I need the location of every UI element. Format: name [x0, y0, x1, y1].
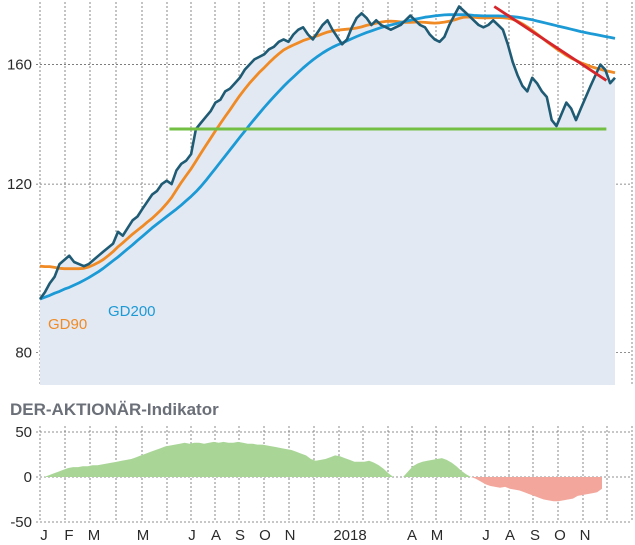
x-axis-label: J — [40, 527, 48, 544]
x-axis-label: O — [554, 527, 566, 544]
indicator-y-tick-label: 50 — [15, 424, 32, 441]
gd90-label: GD90 — [48, 316, 87, 333]
x-axis-label: 2018 — [333, 527, 366, 544]
price-line — [38, 5, 616, 300]
indicator-title: DER-AKTIONÄR-Indikator — [10, 400, 219, 419]
resistance-trendline — [493, 5, 608, 82]
main-y-tick-label: 160 — [7, 57, 32, 74]
x-axis-label: S — [530, 527, 540, 544]
x-axis-label: A — [407, 527, 417, 544]
x-axis-label: O — [259, 527, 271, 544]
gd200-line — [39, 13, 616, 301]
indicator-positive-area — [44, 441, 602, 477]
x-axis-label: N — [580, 527, 591, 544]
indicator-y-tick-label: -50 — [10, 514, 32, 531]
main-chart-annotations — [169, 5, 608, 131]
main-y-tick-label: 120 — [7, 176, 32, 193]
x-axis-label: J — [482, 527, 490, 544]
x-axis-labels: J F M M J A S O N 2018 A M J A S O N — [40, 527, 590, 544]
x-axis-label: J — [188, 527, 196, 544]
x-axis-label: F — [64, 527, 73, 544]
x-axis-label: S — [235, 527, 245, 544]
x-axis-label: A — [211, 527, 221, 544]
main-y-tick-label: 80 — [15, 345, 32, 362]
x-axis-label: N — [285, 527, 296, 544]
indicator-y-tick-labels: 50 0 -50 — [10, 424, 32, 531]
main-chart-y-tick-labels: 80 120 160 — [7, 57, 32, 362]
x-axis-label: M — [431, 527, 444, 544]
series-labels: GD90 GD200 — [48, 303, 156, 333]
x-axis-label: M — [137, 527, 150, 544]
indicator-y-tick-label: 0 — [24, 469, 32, 486]
gd200-label: GD200 — [108, 303, 156, 320]
indicator-negative-area — [44, 477, 602, 502]
x-axis-label: M — [88, 527, 101, 544]
price-area-fill — [40, 6, 615, 385]
x-axis-label: A — [505, 527, 515, 544]
indicator-area — [44, 441, 602, 502]
